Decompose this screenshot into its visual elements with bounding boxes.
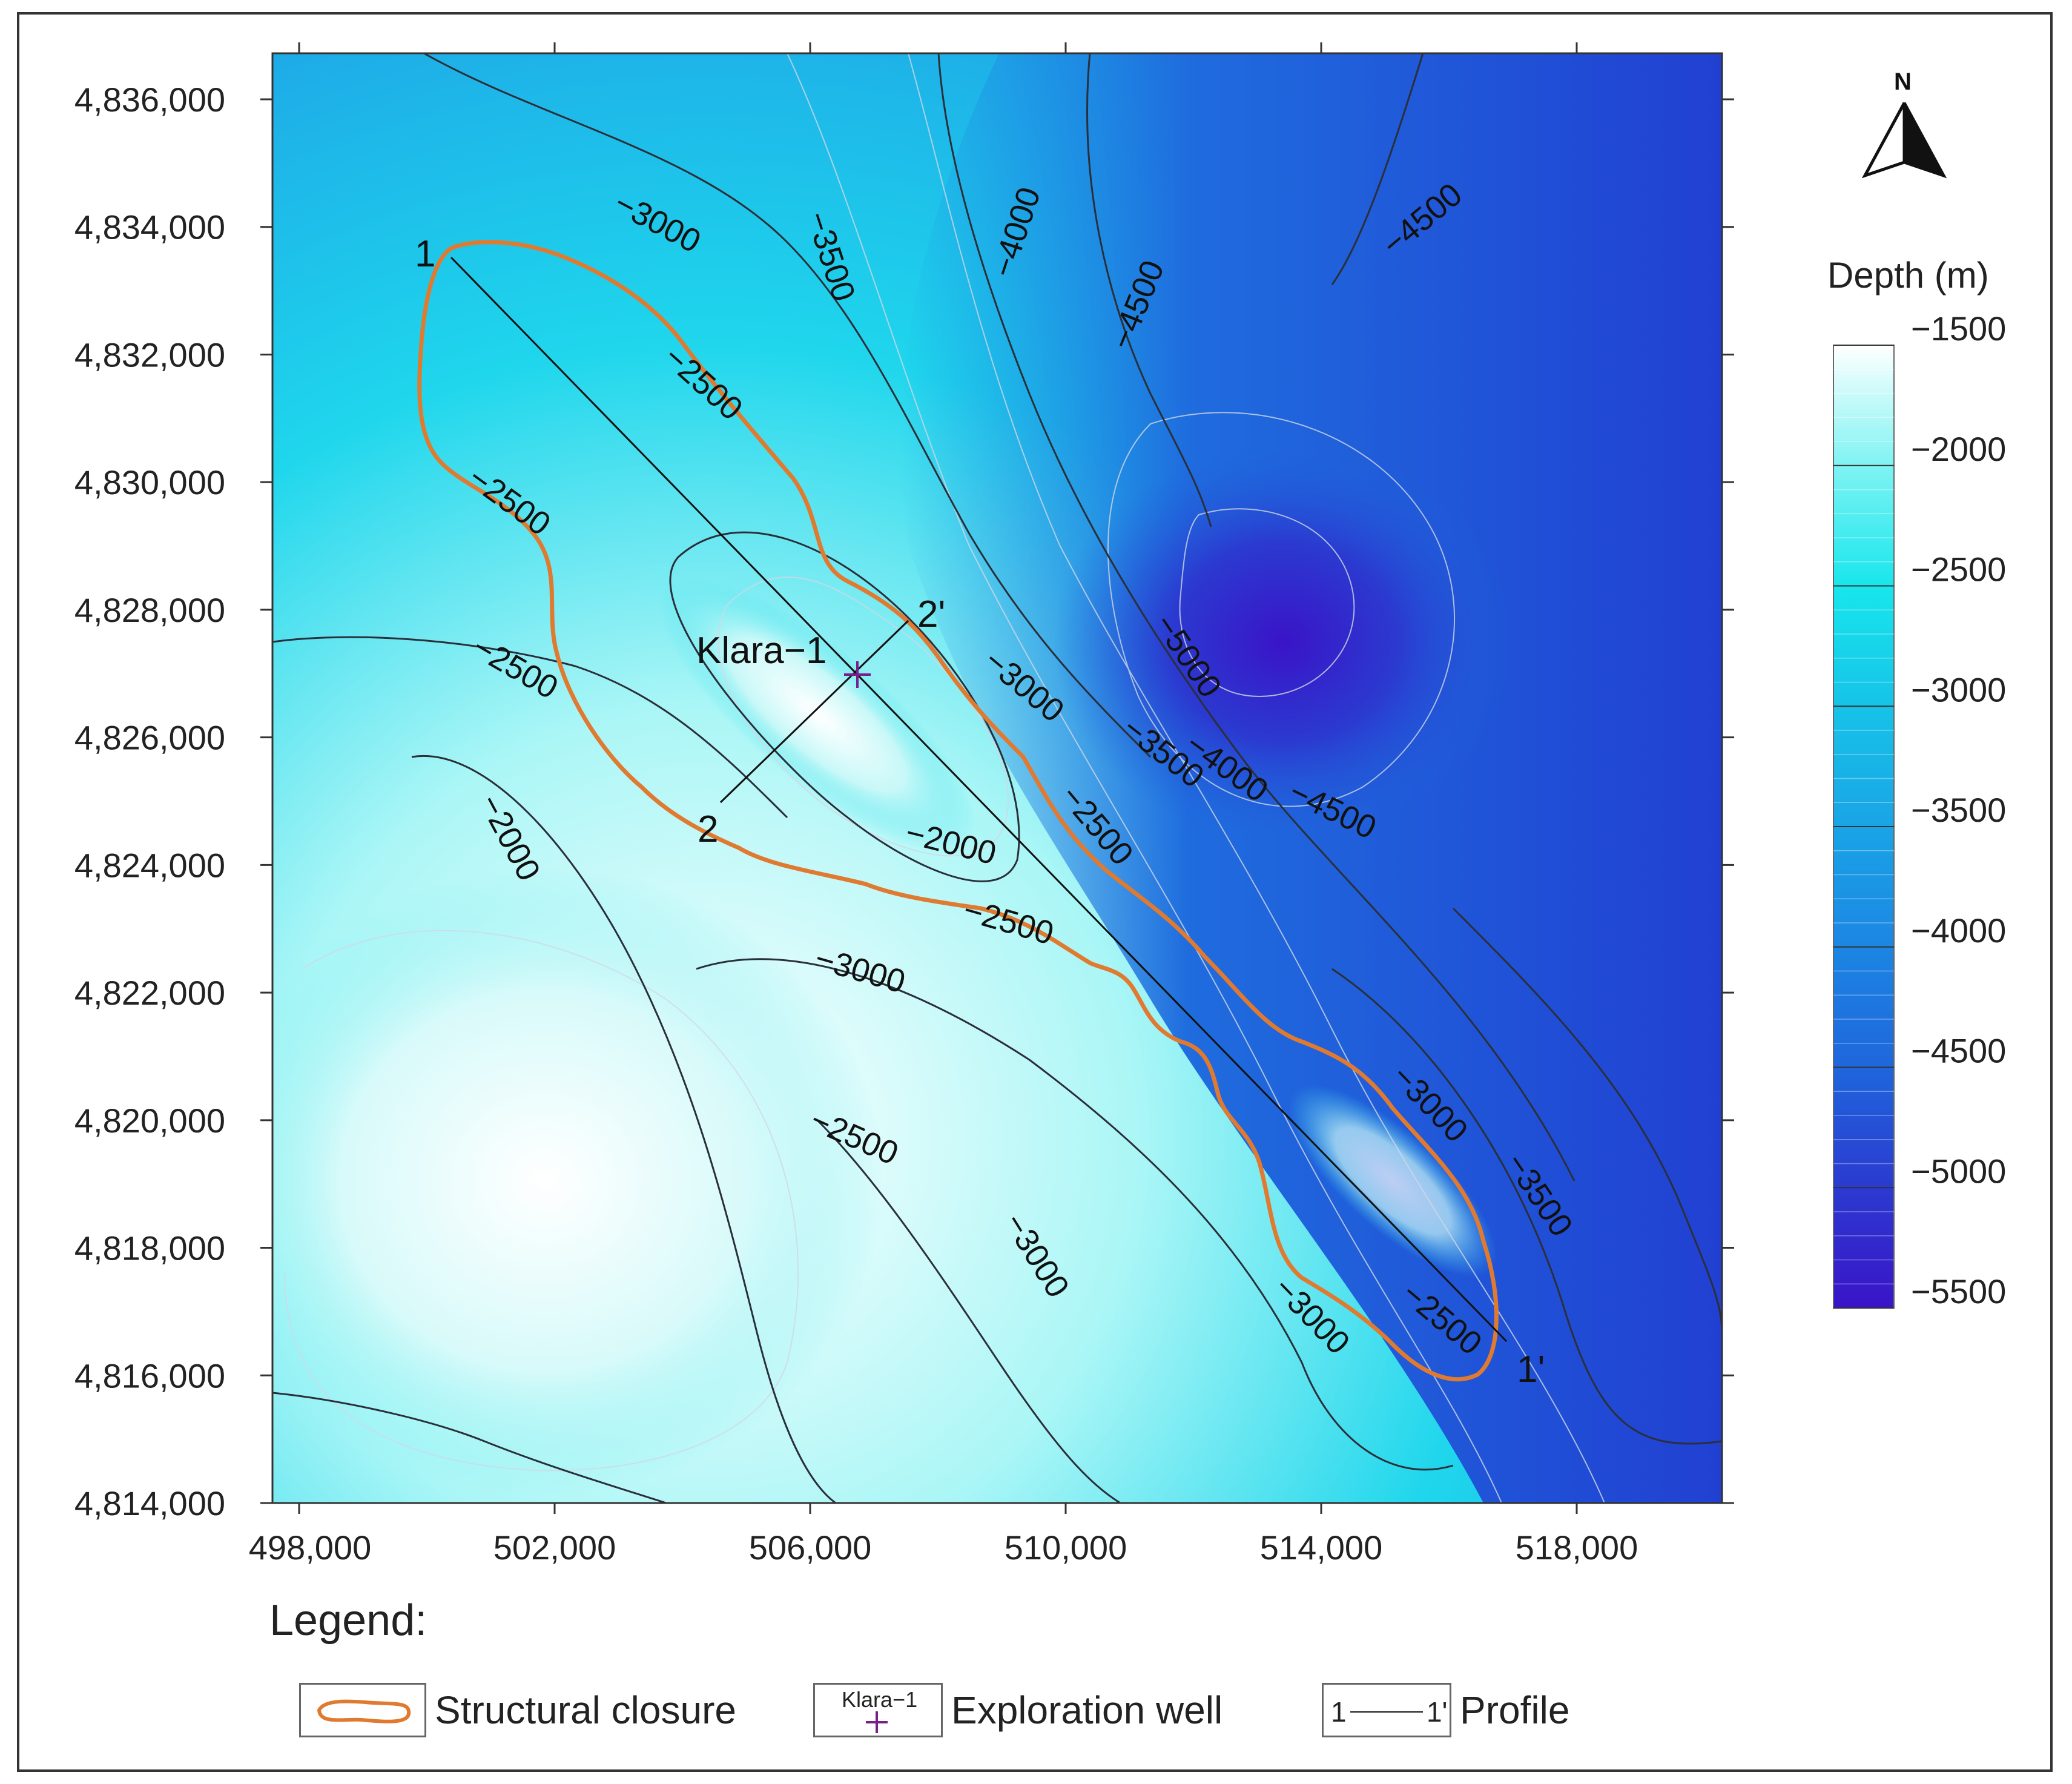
colorbar-tick-label: −5000 <box>1911 1152 2006 1190</box>
y-tick-label: 4,834,000 <box>74 208 225 246</box>
north-arrow-icon: N <box>1861 68 1947 179</box>
x-tick-label: 510,000 <box>1005 1528 1127 1567</box>
y-tick-label: 4,818,000 <box>74 1229 225 1267</box>
y-tick-label: 4,832,000 <box>74 335 225 374</box>
x-tick-label: 502,000 <box>493 1528 616 1567</box>
figure-frame <box>17 12 2053 1772</box>
x-tick-label: 498,000 <box>249 1528 371 1567</box>
profile-line-1 <box>450 256 1508 1343</box>
exploration-well-swatch: Klara−1 <box>813 1683 943 1737</box>
profile-2-end-label: 2' <box>917 593 945 635</box>
y-tick-label: 4,824,000 <box>74 846 225 884</box>
x-tick-label: 506,000 <box>749 1528 871 1567</box>
profile-line-2 <box>719 619 909 804</box>
colorbar: −1500 −2000 −2500 −3000 −3500 −4000 −4500 −5000… <box>1833 309 2006 1310</box>
profile-swatch: 1 1' <box>1322 1683 1451 1737</box>
map-border <box>271 52 1723 1504</box>
well-label: Klara−1 <box>696 630 826 672</box>
colorbar-tick-label: −2000 <box>1911 430 2006 468</box>
y-tick-label: 4,826,000 <box>74 719 225 757</box>
well-sample-label: Klara−1 <box>842 1687 918 1712</box>
colorbar-title: Depth (m) <box>1827 255 1989 296</box>
profile-sample-end: 1' <box>1427 1696 1448 1728</box>
x-axis: 498,000 502,000 506,000 510,000 514,000 518,0… <box>249 42 1638 1567</box>
profile-2-start-label: 2 <box>698 808 718 850</box>
y-tick-label: 4,822,000 <box>74 974 225 1012</box>
y-tick-label: 4,830,000 <box>74 463 225 501</box>
colorbar-tick-label: −5500 <box>1911 1272 2006 1310</box>
colorbar-tick-label: −1500 <box>1911 309 2006 348</box>
profile-sample-start: 1 <box>1331 1696 1347 1728</box>
profile-1-start-label: 1 <box>415 233 435 275</box>
y-tick-label: 4,828,000 <box>74 591 225 629</box>
colorbar-tick-label: −3000 <box>1911 670 2006 709</box>
legend-item-structural-closure: Structural closure <box>299 1681 736 1739</box>
y-axis: 4,836,000 4,834,000 4,832,000 4,830,000 4,82… <box>74 81 1734 1522</box>
y-tick-label: 4,816,000 <box>74 1356 225 1395</box>
y-tick-label: 4,836,000 <box>74 81 225 119</box>
legend-item-exploration-well: Klara−1 Exploration well <box>813 1681 1222 1739</box>
legend-item-profile: 1 1' Profile <box>1322 1681 1569 1739</box>
structural-closure <box>417 240 1499 1382</box>
legend-label-profile: Profile <box>1460 1688 1570 1732</box>
structural-closure-swatch <box>299 1683 426 1737</box>
exploration-well-marker <box>844 661 871 688</box>
colorbar-tick-label: −2500 <box>1911 550 2006 589</box>
y-tick-label: 4,820,000 <box>74 1102 225 1140</box>
legend-label-exploration-well: Exploration well <box>951 1688 1223 1732</box>
north-label: N <box>1894 68 1912 95</box>
colorbar-tick-label: −4500 <box>1911 1032 2006 1070</box>
legend-title: Legend: <box>269 1596 427 1645</box>
y-tick-label: 4,814,000 <box>74 1484 225 1522</box>
depth-map <box>272 53 1722 1503</box>
profile-1-end-label: 1' <box>1517 1349 1545 1390</box>
legend-label-structural-closure: Structural closure <box>435 1688 736 1732</box>
x-tick-label: 518,000 <box>1516 1528 1638 1567</box>
colorbar-tick-label: −3500 <box>1911 791 2006 829</box>
colorbar-tick-label: −4000 <box>1911 911 2006 950</box>
x-tick-label: 514,000 <box>1260 1528 1382 1567</box>
